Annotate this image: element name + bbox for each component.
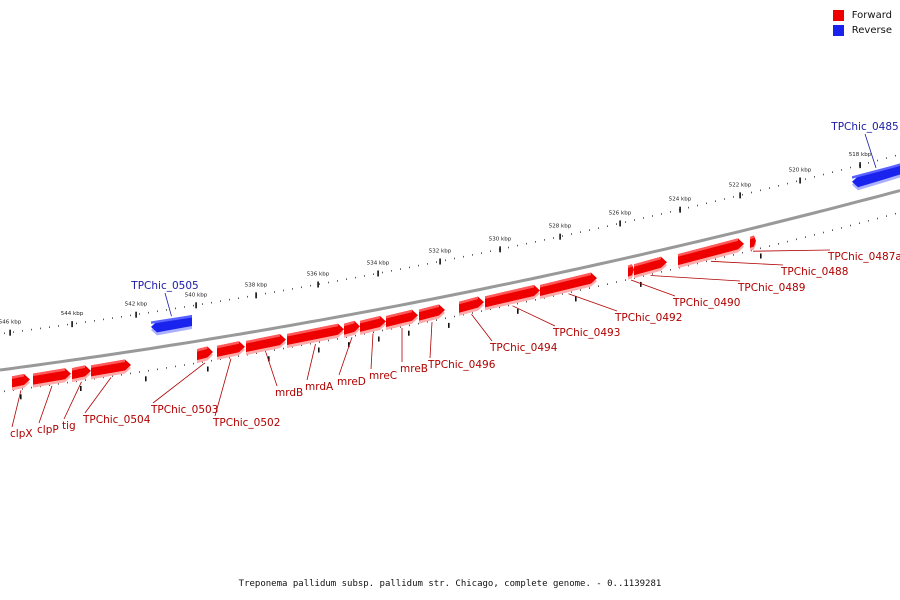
tick-522-kbp: 522 kbp	[729, 182, 752, 199]
gene-tpchic-0505[interactable]	[151, 314, 192, 336]
gene-tpchic-0487a[interactable]	[750, 235, 756, 251]
svg-text:540 kbp: 540 kbp	[185, 292, 208, 298]
gene-label-tpchic-0485: TPChic_0485	[830, 121, 898, 133]
gene-tpchic-0503[interactable]	[197, 346, 213, 364]
tick-538-kbp: 538 kbp	[245, 282, 268, 299]
gene-label-mrec: mreC	[369, 370, 397, 382]
legend-reverse: Reverse	[832, 23, 892, 38]
gene-tpchic-0490[interactable]	[628, 264, 634, 280]
tick-518-kbp: 518 kbp	[849, 152, 872, 169]
gene-tpchic-0489[interactable]	[634, 256, 667, 279]
scale-ticks: 518 kbp 520 kbp 522 kbp 524 kbp 526 kbp 528 k…	[0, 152, 872, 336]
gene-tpchic-0496[interactable]	[419, 304, 445, 324]
gene-label-tpchic-0494: TPChic_0494	[489, 342, 558, 354]
gene-tpchic-0493[interactable]	[485, 284, 540, 311]
gene-tpchic-0488[interactable]	[678, 238, 744, 269]
svg-text:542 kbp: 542 kbp	[125, 302, 148, 308]
svg-text:530 kbp: 530 kbp	[489, 236, 512, 242]
svg-text:520 kbp: 520 kbp	[789, 168, 812, 174]
gene-mred[interactable]	[344, 320, 360, 338]
gene-label-tpchic-0493: TPChic_0493	[552, 327, 620, 339]
forward-swatch	[832, 10, 844, 21]
gene-label-tpchic-0490: TPChic_0490	[672, 297, 740, 309]
legend: Forward Reverse	[832, 8, 892, 38]
tick-528-kbp: 528 kbp	[549, 224, 572, 240]
reverse-swatch	[832, 25, 844, 36]
gene-label-tpchic-0492: TPChic_0492	[614, 312, 682, 324]
gene-label-tpchic-0504: TPChic_0504	[82, 414, 151, 426]
svg-text:522 kbp: 522 kbp	[729, 182, 752, 188]
tick-544-kbp: 544 kbp	[61, 311, 84, 328]
gene-clpp[interactable]	[33, 368, 71, 388]
gene-label-tpchic-0489: TPChic_0489	[737, 282, 805, 294]
gene-clpx[interactable]	[12, 373, 30, 391]
gene-labels: TPChic_0485 TPChic_0487a TPChic_0488 TPChic…	[10, 121, 900, 440]
legend-reverse-label: Reverse	[851, 25, 892, 36]
svg-text:518 kbp: 518 kbp	[849, 152, 872, 158]
gene-tpchic-0492[interactable]	[540, 272, 597, 299]
gene-label-tpchic-0503: TPChic_0503	[150, 404, 218, 416]
gene-label-tpchic-0487a: TPChic_0487a	[827, 251, 900, 263]
genome-backbone	[0, 189, 900, 372]
gene-label-tpchic-0505: TPChic_0505	[130, 280, 198, 292]
gene-tig[interactable]	[72, 365, 91, 383]
genome-caption: Treponema pallidum subsp. pallidum str. …	[238, 579, 662, 589]
gene-mreb[interactable]	[386, 309, 418, 330]
legend-forward: Forward	[832, 8, 892, 23]
tick-540-kbp: 540 kbp	[185, 292, 208, 309]
svg-text:536 kbp: 536 kbp	[307, 272, 330, 278]
gene-label-mrda: mrdA	[305, 381, 334, 393]
tick-524-kbp: 524 kbp	[669, 197, 692, 213]
gene-label-mrdb: mrdB	[275, 387, 303, 399]
gene-tpchic-0485[interactable]	[852, 163, 900, 191]
tick-546-kbp: 546 kbp	[0, 320, 22, 336]
gene-label-mred: mreD	[337, 376, 366, 388]
tick-532-kbp: 532 kbp	[429, 248, 452, 265]
gene-label-tpchic-0488: TPChic_0488	[780, 266, 848, 278]
legend-forward-label: Forward	[851, 10, 892, 21]
gene-label-tig: tig	[62, 420, 76, 432]
gene-tpchic-0502[interactable]	[217, 341, 245, 360]
gene-mrda[interactable]	[287, 323, 344, 349]
svg-text:546 kbp: 546 kbp	[0, 320, 22, 326]
svg-text:538 kbp: 538 kbp	[245, 282, 268, 288]
gene-label-tpchic-0502: TPChic_0502	[212, 417, 280, 429]
tick-536-kbp: 536 kbp	[307, 272, 330, 288]
gene-label-clpp: clpP	[37, 424, 59, 436]
svg-text:528 kbp: 528 kbp	[549, 224, 572, 230]
tick-534-kbp: 534 kbp	[367, 260, 390, 277]
gene-mrdb[interactable]	[246, 334, 286, 356]
gene-tpchic-0494[interactable]	[459, 296, 484, 316]
tick-526-kbp: 526 kbp	[609, 210, 632, 227]
svg-text:532 kbp: 532 kbp	[429, 248, 452, 254]
tick-520-kbp: 520 kbp	[789, 168, 812, 184]
tick-542-kbp: 542 kbp	[125, 302, 148, 318]
label-leader-lines	[11, 133, 877, 428]
svg-text:524 kbp: 524 kbp	[669, 197, 692, 203]
gene-label-mreb: mreB	[400, 363, 428, 375]
svg-text:534 kbp: 534 kbp	[367, 260, 390, 266]
gene-tpchic-0504[interactable]	[91, 359, 131, 380]
gene-mrec[interactable]	[360, 315, 386, 335]
gene-label-tpchic-0496: TPChic_0496	[427, 359, 496, 371]
tick-530-kbp: 530 kbp	[489, 236, 512, 253]
strand-dot-tracks	[4, 154, 896, 400]
gene-features	[12, 163, 900, 391]
svg-text:544 kbp: 544 kbp	[61, 311, 84, 317]
svg-text:526 kbp: 526 kbp	[609, 210, 632, 216]
gene-label-clpx: clpX	[10, 428, 33, 440]
